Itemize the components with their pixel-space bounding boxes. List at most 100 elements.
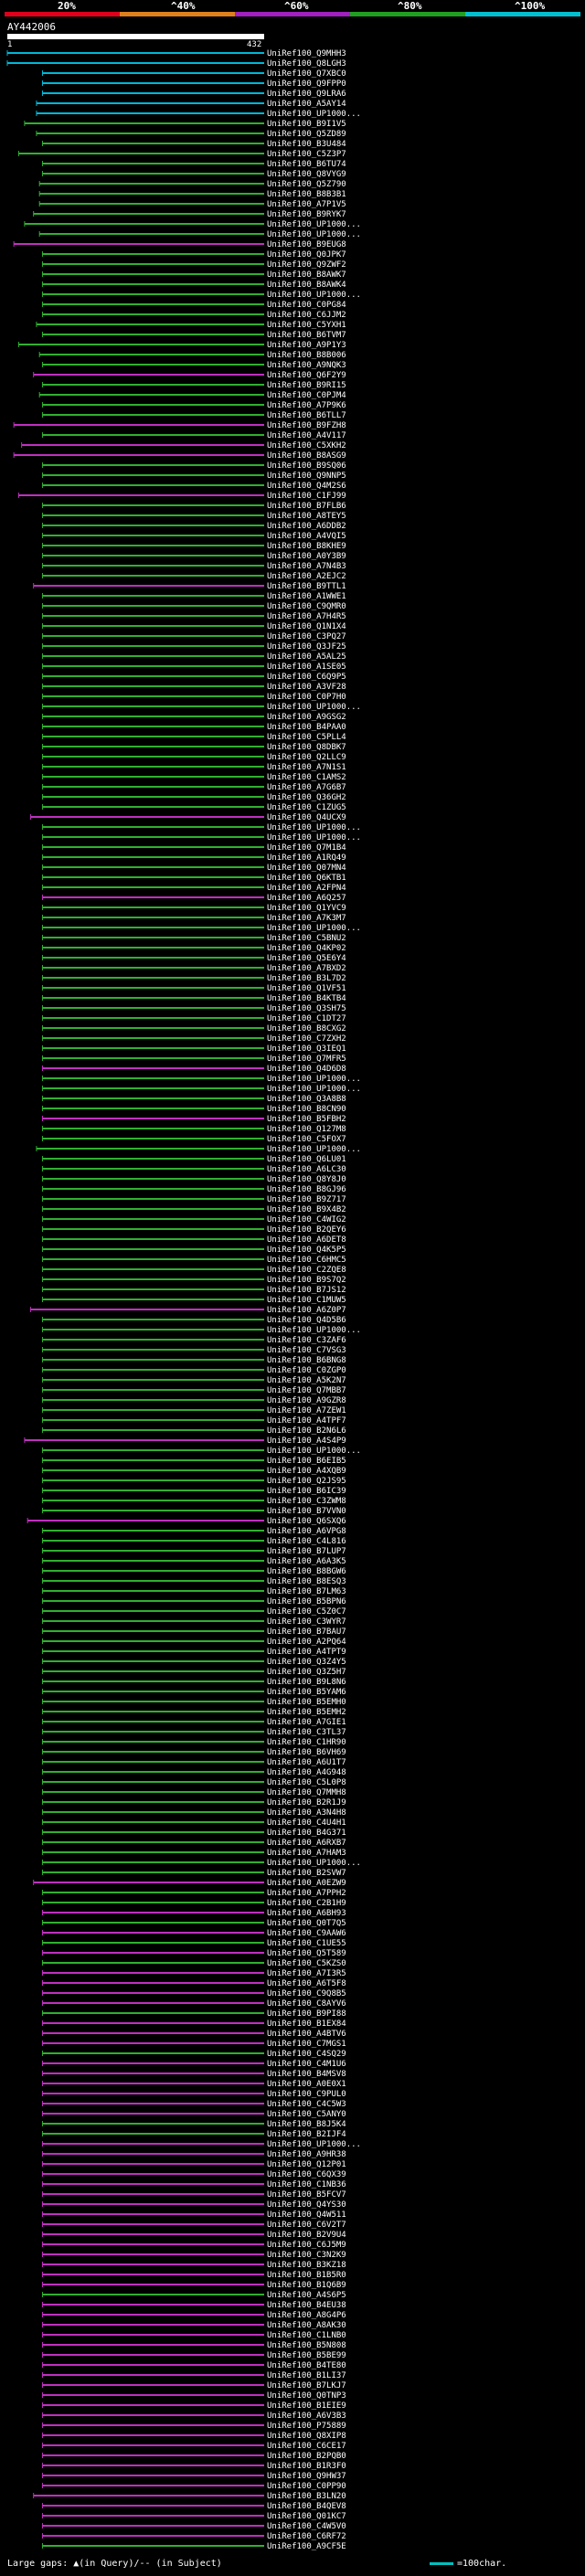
hit-label-q39[interactable]: UniRef100_A4V117 bbox=[267, 431, 346, 440]
hit-label-q192[interactable]: UniRef100_A7I3R5 bbox=[267, 1969, 346, 1978]
hit-label-q106[interactable]: UniRef100_B8CN90 bbox=[267, 1105, 346, 1114]
hit-label-q178[interactable]: UniRef100_B4G371 bbox=[267, 1829, 346, 1838]
hit-label-q148[interactable]: UniRef100_A6VPG8 bbox=[267, 1527, 346, 1536]
hit-label-q10[interactable]: UniRef100_B3U484 bbox=[267, 140, 346, 149]
hit-label-q194[interactable]: UniRef100_C9Q8B5 bbox=[267, 1989, 346, 1998]
hit-label-q128[interactable]: UniRef100_UP1000... bbox=[267, 1326, 361, 1335]
hit-label-q20[interactable]: UniRef100_B9EUG8 bbox=[267, 240, 346, 249]
hit-label-q207[interactable]: UniRef100_B8J5K4 bbox=[267, 2120, 346, 2129]
hit-label-q81[interactable]: UniRef100_A1RQ49 bbox=[267, 853, 346, 863]
hit-label-q62[interactable]: UniRef100_A1SE05 bbox=[267, 663, 346, 672]
hit-label-q152[interactable]: UniRef100_B8BGW6 bbox=[267, 1567, 346, 1576]
hit-label-q72[interactable]: UniRef100_A7N1S1 bbox=[267, 763, 346, 772]
hit-label-q95[interactable]: UniRef100_B4KTB4 bbox=[267, 994, 346, 1003]
hit-label-q5[interactable]: UniRef100_Q9LRA6 bbox=[267, 90, 346, 99]
hit-label-q216[interactable]: UniRef100_Q4W511 bbox=[267, 2210, 346, 2220]
hit-label-q233[interactable]: UniRef100_B7LKJ7 bbox=[267, 2381, 346, 2390]
hit-label-q93[interactable]: UniRef100_B3L7D2 bbox=[267, 974, 346, 983]
hit-label-q32[interactable]: UniRef100_A9NQK3 bbox=[267, 361, 346, 370]
hit-label-q230[interactable]: UniRef100_B5BE99 bbox=[267, 2351, 346, 2360]
hit-label-q229[interactable]: UniRef100_B5N808 bbox=[267, 2341, 346, 2350]
hit-label-q217[interactable]: UniRef100_C6V2T7 bbox=[267, 2221, 346, 2230]
hit-label-q54[interactable]: UniRef100_B9TTL1 bbox=[267, 582, 346, 591]
hit-label-q41[interactable]: UniRef100_B8ASG9 bbox=[267, 451, 346, 461]
hit-label-q70[interactable]: UniRef100_Q8DBK7 bbox=[267, 743, 346, 752]
hit-label-q48[interactable]: UniRef100_A6DDB2 bbox=[267, 522, 346, 531]
hit-label-q108[interactable]: UniRef100_Q127M8 bbox=[267, 1125, 346, 1134]
hit-label-q64[interactable]: UniRef100_A3VF28 bbox=[267, 683, 346, 692]
hit-label-q96[interactable]: UniRef100_Q3SH75 bbox=[267, 1004, 346, 1013]
hit-label-q76[interactable]: UniRef100_C1ZUG5 bbox=[267, 803, 346, 812]
hit-label-q26[interactable]: UniRef100_C0PG84 bbox=[267, 301, 346, 310]
hit-label-q19[interactable]: UniRef100_UP1000... bbox=[267, 230, 361, 239]
hit-label-q60[interactable]: UniRef100_Q3JF25 bbox=[267, 642, 346, 652]
hit-label-q122[interactable]: UniRef100_C2ZQE8 bbox=[267, 1266, 346, 1275]
hit-label-q242[interactable]: UniRef100_Q9HW37 bbox=[267, 2472, 346, 2481]
hit-label-q198[interactable]: UniRef100_A4BTV6 bbox=[267, 2030, 346, 2039]
hit-label-q190[interactable]: UniRef100_Q5T589 bbox=[267, 1949, 346, 1958]
hit-label-q138[interactable]: UniRef100_B2N6L6 bbox=[267, 1426, 346, 1436]
hit-label-q123[interactable]: UniRef100_B9S7Q2 bbox=[267, 1276, 346, 1285]
hit-label-q23[interactable]: UniRef100_B8AWK7 bbox=[267, 270, 346, 280]
hit-label-q219[interactable]: UniRef100_C6J5M9 bbox=[267, 2241, 346, 2250]
hit-label-q166[interactable]: UniRef100_B5EMH2 bbox=[267, 1708, 346, 1717]
hit-label-q173[interactable]: UniRef100_C5L0P8 bbox=[267, 1778, 346, 1787]
hit-label-q203[interactable]: UniRef100_A0E0X1 bbox=[267, 2080, 346, 2089]
hit-label-q115[interactable]: UniRef100_B9Z717 bbox=[267, 1195, 346, 1204]
hit-label-q139[interactable]: UniRef100_A4S4P9 bbox=[267, 1436, 346, 1446]
hit-label-q202[interactable]: UniRef100_B4MSV8 bbox=[267, 2070, 346, 2079]
hit-label-q38[interactable]: UniRef100_B9FZH8 bbox=[267, 421, 346, 430]
hit-label-q151[interactable]: UniRef100_A6A3K5 bbox=[267, 1557, 346, 1566]
hit-label-q244[interactable]: UniRef100_B3LN20 bbox=[267, 2492, 346, 2501]
hit-label-q59[interactable]: UniRef100_C3PQ27 bbox=[267, 632, 346, 641]
hit-label-q235[interactable]: UniRef100_B1EIE9 bbox=[267, 2401, 346, 2411]
hit-label-q137[interactable]: UniRef100_A4TPF7 bbox=[267, 1416, 346, 1426]
hit-label-q109[interactable]: UniRef100_C5FOX7 bbox=[267, 1135, 346, 1144]
hit-label-q208[interactable]: UniRef100_B2IJF4 bbox=[267, 2130, 346, 2139]
hit-label-q87[interactable]: UniRef100_A7K3M7 bbox=[267, 914, 346, 923]
hit-label-q90[interactable]: UniRef100_Q4KP02 bbox=[267, 944, 346, 953]
hit-label-q53[interactable]: UniRef100_A2EJC2 bbox=[267, 572, 346, 581]
hit-label-q74[interactable]: UniRef100_A7G6B7 bbox=[267, 783, 346, 792]
hit-label-q213[interactable]: UniRef100_C1NB36 bbox=[267, 2180, 346, 2189]
hit-label-q140[interactable]: UniRef100_UP1000... bbox=[267, 1447, 361, 1456]
hit-label-q147[interactable]: UniRef100_Q6SXQ6 bbox=[267, 1517, 346, 1526]
hit-label-q101[interactable]: UniRef100_Q7MFR5 bbox=[267, 1055, 346, 1064]
hit-label-q49[interactable]: UniRef100_A4VQI5 bbox=[267, 532, 346, 541]
hit-label-q245[interactable]: UniRef100_B4QEV8 bbox=[267, 2502, 346, 2511]
hit-label-q197[interactable]: UniRef100_B1EX84 bbox=[267, 2019, 346, 2029]
hit-label-q57[interactable]: UniRef100_A7H4R5 bbox=[267, 612, 346, 621]
hit-label-q112[interactable]: UniRef100_A6LC30 bbox=[267, 1165, 346, 1174]
hit-label-q185[interactable]: UniRef100_C2B1H9 bbox=[267, 1899, 346, 1908]
hit-label-q206[interactable]: UniRef100_C5ANY0 bbox=[267, 2110, 346, 2119]
hit-label-q174[interactable]: UniRef100_Q7MMH8 bbox=[267, 1788, 346, 1797]
hit-label-q83[interactable]: UniRef100_Q6KTB1 bbox=[267, 874, 346, 883]
hit-label-q223[interactable]: UniRef100_B1Q6B9 bbox=[267, 2281, 346, 2290]
hit-label-q8[interactable]: UniRef100_B9I1V5 bbox=[267, 120, 346, 129]
hit-label-q42[interactable]: UniRef100_B9SQ06 bbox=[267, 461, 346, 471]
hit-label-q186[interactable]: UniRef100_A6BH93 bbox=[267, 1909, 346, 1918]
hit-label-q247[interactable]: UniRef100_C4W5V0 bbox=[267, 2522, 346, 2531]
hit-label-q131[interactable]: UniRef100_B6BNG8 bbox=[267, 1356, 346, 1365]
hit-label-q102[interactable]: UniRef100_Q4D6D8 bbox=[267, 1065, 346, 1074]
hit-label-q169[interactable]: UniRef100_C1HR90 bbox=[267, 1738, 346, 1747]
hit-label-q246[interactable]: UniRef100_Q01KC7 bbox=[267, 2512, 346, 2521]
hit-label-q2[interactable]: UniRef100_Q8LGH3 bbox=[267, 59, 346, 69]
hit-label-q188[interactable]: UniRef100_C9AAW6 bbox=[267, 1929, 346, 1938]
hit-label-q9[interactable]: UniRef100_Q5ZD89 bbox=[267, 130, 346, 139]
hit-label-q158[interactable]: UniRef100_B7BAU7 bbox=[267, 1627, 346, 1637]
hit-label-q18[interactable]: UniRef100_UP1000... bbox=[267, 220, 361, 229]
hit-label-q231[interactable]: UniRef100_B4TE80 bbox=[267, 2361, 346, 2370]
hit-label-q85[interactable]: UniRef100_A6Q257 bbox=[267, 894, 346, 903]
hit-label-q55[interactable]: UniRef100_A1WWE1 bbox=[267, 592, 346, 601]
hit-label-q33[interactable]: UniRef100_Q6F2Y9 bbox=[267, 371, 346, 380]
hit-label-q168[interactable]: UniRef100_C3TL37 bbox=[267, 1728, 346, 1737]
hit-label-q187[interactable]: UniRef100_Q0T7Q5 bbox=[267, 1919, 346, 1928]
hit-label-q165[interactable]: UniRef100_B5EMH0 bbox=[267, 1698, 346, 1707]
hit-label-q177[interactable]: UniRef100_C4U4H1 bbox=[267, 1818, 346, 1828]
hit-label-q214[interactable]: UniRef100_B5FCV7 bbox=[267, 2190, 346, 2200]
hit-label-q25[interactable]: UniRef100_UP1000... bbox=[267, 291, 361, 300]
hit-label-q200[interactable]: UniRef100_C4SQ29 bbox=[267, 2050, 346, 2059]
hit-label-q71[interactable]: UniRef100_Q2LLC9 bbox=[267, 753, 346, 762]
hit-label-q211[interactable]: UniRef100_Q12P01 bbox=[267, 2160, 346, 2169]
